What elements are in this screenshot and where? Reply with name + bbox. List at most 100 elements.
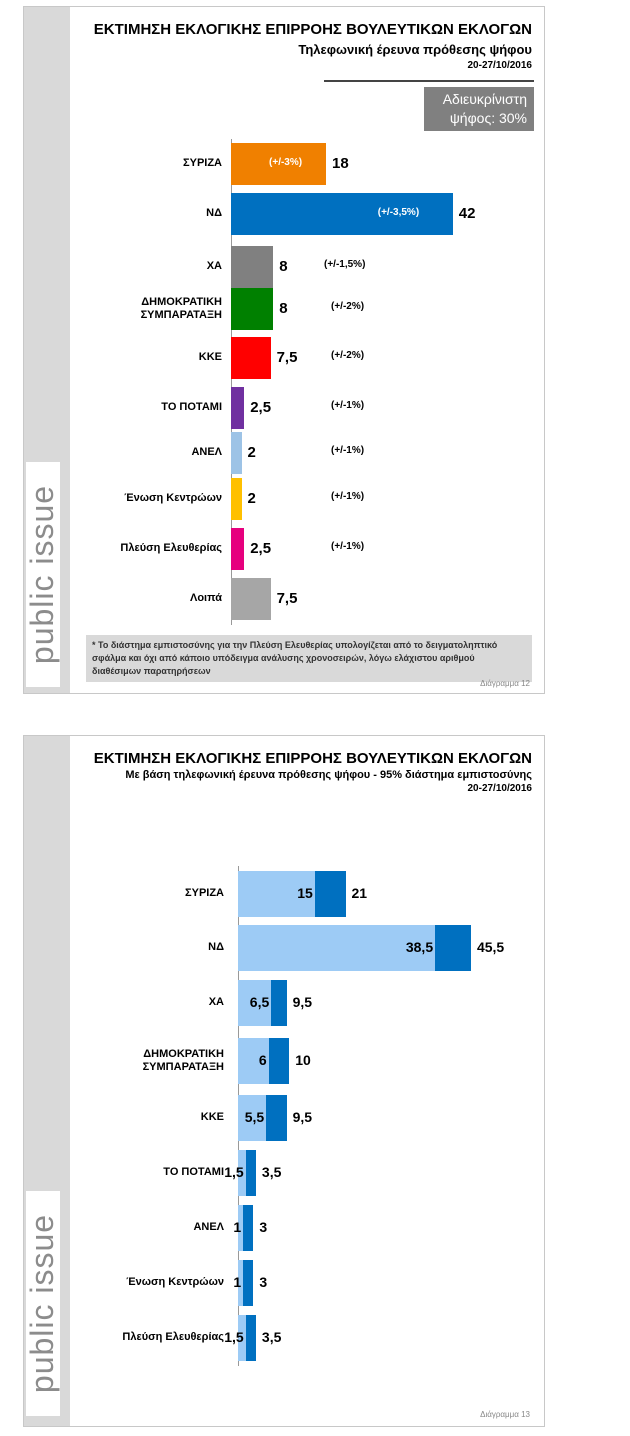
bar-upper xyxy=(245,1150,256,1196)
category-label: ΚΚΕ xyxy=(198,351,222,363)
lower-label: 1 xyxy=(233,1274,242,1290)
bar-lower xyxy=(238,1260,244,1306)
category-label: ΝΔ xyxy=(206,207,222,219)
error-label: (+/-1%) xyxy=(331,491,365,502)
bar-lower xyxy=(238,1150,246,1196)
figure-label: Διάγραμμα 13 xyxy=(480,1410,530,1419)
bar xyxy=(231,387,245,429)
bar-lower xyxy=(238,871,315,917)
error-label: (+/-2%) xyxy=(331,301,365,312)
chart-title: ΕΚΤΙΜΗΣΗ ΕΚΛΟΓΙΚΗΣ ΕΠΙΡΡΟΗΣ ΒΟΥΛΕΥΤΙΚΩΝ … xyxy=(93,750,532,767)
upper-label: 3,5 xyxy=(261,1329,282,1345)
axis-line xyxy=(231,139,232,625)
chart-panel-1: public issue ΕΚΤΙΜΗΣΗ ΕΚΛΟΓΙΚΗΣ ΕΠΙΡΡΟΗΣ… xyxy=(23,6,545,694)
value-label: 2 xyxy=(247,490,256,507)
value-label: 2,5 xyxy=(250,399,272,416)
error-label: (+/-1%) xyxy=(331,541,365,552)
category-label: ΝΔ xyxy=(208,941,224,953)
value-label: 7,5 xyxy=(276,349,298,366)
category-label: ΑΝΕΛ xyxy=(191,446,222,458)
upper-label: 9,5 xyxy=(292,994,313,1010)
footnote: * Το διάστημα εμπιστοσύνης για την Πλεύσ… xyxy=(86,635,532,682)
bar-upper xyxy=(243,1260,254,1306)
undecided-badge: Αδιευκρίνιστη ψήφος: 30% xyxy=(424,87,534,131)
title-rule xyxy=(324,80,534,82)
category-label: Πλεύση Ελευθερίας xyxy=(122,1331,224,1343)
value-label: 18 xyxy=(332,155,349,172)
bar-upper xyxy=(245,1315,256,1361)
chart-date: 20-27/10/2016 xyxy=(467,783,532,794)
lower-label: 5,5 xyxy=(244,1109,265,1125)
chart-title: ΕΚΤΙΜΗΣΗ ΕΚΛΟΓΙΚΗΣ ΕΠΙΡΡΟΗΣ ΒΟΥΛΕΥΤΙΚΩΝ … xyxy=(93,21,532,38)
value-label: 2,5 xyxy=(250,540,272,557)
chart-subtitle: Τηλεφωνική έρευνα πρόθεσης ψήφου xyxy=(298,42,532,57)
brand-logo: public issue xyxy=(25,462,61,687)
category-label: ΤΟ ΠΟΤΑΜΙ xyxy=(163,1166,224,1178)
upper-label: 45,5 xyxy=(476,939,505,955)
bar xyxy=(231,578,271,620)
bar xyxy=(231,246,274,288)
error-label: (+/-1%) xyxy=(331,445,365,456)
category-label: Ένωση Κεντρώων xyxy=(124,492,222,504)
category-label: ΔΗΜΟΚΡΑΤΙΚΗ ΣΥΜΠΑΡΑΤΑΞΗ xyxy=(142,1048,224,1073)
lower-label: 1 xyxy=(233,1219,242,1235)
category-label: ΣΥΡΙΖΑ xyxy=(185,887,224,899)
bar xyxy=(231,288,274,330)
upper-label: 3 xyxy=(259,1219,268,1235)
bar xyxy=(231,337,271,379)
value-label: 8 xyxy=(279,300,288,317)
category-label: Πλεύση Ελευθερίας xyxy=(120,542,222,554)
bar xyxy=(231,432,242,474)
lower-label: 38,5 xyxy=(405,939,434,955)
bar-upper xyxy=(268,1038,290,1084)
value-label: 7,5 xyxy=(276,590,298,607)
bar xyxy=(231,193,453,235)
bar-lower xyxy=(238,1095,267,1141)
upper-label: 3,5 xyxy=(261,1164,282,1180)
error-label: (+/-3%) xyxy=(269,157,303,168)
figure-label: Διάγραμμα 12 xyxy=(480,679,530,688)
category-label: Ένωση Κεντρώων xyxy=(126,1276,224,1288)
error-label: (+/-3,5%) xyxy=(377,207,420,218)
upper-label: 21 xyxy=(351,885,368,901)
upper-label: 3 xyxy=(259,1274,268,1290)
error-label: (+/-1%) xyxy=(331,400,365,411)
error-label: (+/-1,5%) xyxy=(324,259,366,270)
category-label: Λοιπά xyxy=(190,592,222,604)
lower-label: 6,5 xyxy=(249,994,270,1010)
bar-upper xyxy=(435,925,471,971)
category-label: ΧΑ xyxy=(208,996,224,1008)
chart-date: 20-27/10/2016 xyxy=(467,60,532,71)
lower-label: 1,5 xyxy=(224,1329,244,1345)
lower-label: 6 xyxy=(258,1052,267,1068)
category-label: ΑΝΕΛ xyxy=(193,1221,224,1233)
error-label: (+/-2%) xyxy=(331,350,365,361)
value-label: 2 xyxy=(247,444,256,461)
lower-label: 1,5 xyxy=(224,1164,244,1180)
category-label: ΧΑ xyxy=(206,260,222,272)
category-label: ΚΚΕ xyxy=(200,1111,224,1123)
category-label: ΤΟ ΠΟΤΑΜΙ xyxy=(161,401,222,413)
bar-upper xyxy=(266,1095,287,1141)
bar xyxy=(231,478,242,520)
category-label: ΔΗΜΟΚΡΑΤΙΚΗ ΣΥΜΠΑΡΑΤΑΞΗ xyxy=(140,296,222,321)
chart-panel-2: public issue ΕΚΤΙΜΗΣΗ ΕΚΛΟΓΙΚΗΣ ΕΠΙΡΡΟΗΣ… xyxy=(23,735,545,1427)
bar-lower xyxy=(238,980,272,1026)
upper-label: 10 xyxy=(295,1052,311,1068)
bar-upper xyxy=(243,1205,254,1251)
bar-lower xyxy=(238,1315,246,1361)
bar-upper xyxy=(271,980,287,1026)
bar-lower xyxy=(238,925,436,971)
bar-lower xyxy=(238,1038,269,1084)
chart-subtitle: Με βάση τηλεφωνική έρευνα πρόθεσης ψήφου… xyxy=(125,769,532,781)
bar xyxy=(231,143,327,185)
lower-label: 15 xyxy=(297,885,313,901)
bar xyxy=(231,528,245,570)
brand-logo: public issue xyxy=(25,1191,61,1416)
value-label: 8 xyxy=(279,258,288,275)
value-label: 42 xyxy=(458,205,476,222)
bar-lower xyxy=(238,1205,244,1251)
upper-label: 9,5 xyxy=(292,1109,313,1125)
category-label: ΣΥΡΙΖΑ xyxy=(183,157,222,169)
bar-upper xyxy=(314,871,346,917)
